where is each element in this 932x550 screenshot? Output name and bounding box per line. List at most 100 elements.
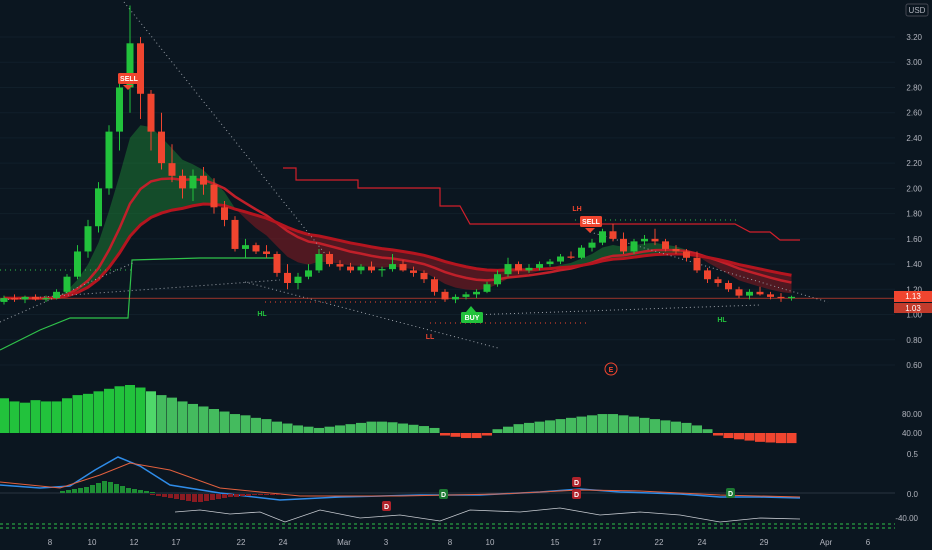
histogram-bar	[83, 393, 93, 433]
osc-bar	[162, 494, 167, 497]
candle-body	[284, 272, 291, 283]
candle-body	[242, 245, 249, 249]
divergence-marker	[439, 489, 448, 499]
osc-bar	[156, 494, 161, 496]
sell-signal-label: SELL	[582, 219, 601, 226]
histogram-bar	[125, 385, 135, 433]
histogram-bar	[681, 422, 692, 433]
candle-body	[588, 242, 596, 248]
candle-body	[200, 175, 207, 185]
candle-body	[557, 256, 564, 262]
price-tick: 0.60	[906, 361, 922, 370]
osc-bar	[228, 494, 233, 497]
histogram-bar	[723, 433, 734, 439]
candle-body	[42, 298, 50, 300]
histogram-bar	[440, 433, 450, 436]
currency-label: USD	[909, 6, 926, 15]
divergence-label: D	[574, 492, 579, 499]
time-axis[interactable]: 8 10 12 17 22 24 Mar 3 8 10 15 17 22 24 29 Apr 6	[48, 538, 871, 547]
ribbon-segment	[340, 240, 351, 266]
candle-body	[63, 276, 71, 292]
divergence-label: D	[384, 504, 389, 511]
sell-signal-bg	[118, 73, 140, 84]
candle-body	[399, 264, 407, 271]
ribbon-segment	[130, 125, 141, 237]
histogram-bar	[324, 426, 335, 433]
candle-body	[305, 270, 312, 277]
candle-body	[536, 264, 543, 268]
candle-body	[158, 131, 165, 164]
divergence-marker	[726, 488, 735, 498]
volume-tick: 40.00	[902, 429, 923, 438]
osc-bar	[174, 494, 179, 499]
histogram-bar	[366, 421, 377, 433]
price-axis[interactable]: 3.20 3.00 2.80 2.60 2.40 2.20 2.00 1.80 1.60 1.40…	[895, 33, 922, 523]
candle-body	[693, 257, 701, 271]
histogram-bar	[62, 398, 72, 433]
osc-bar	[180, 494, 185, 500]
sell-signal-bg	[580, 216, 602, 227]
earnings-marker[interactable]	[604, 362, 618, 376]
divergence-label: D	[574, 480, 579, 487]
histogram-bar	[587, 415, 597, 433]
histogram-bar	[377, 421, 387, 433]
price-tick: 1.80	[906, 210, 922, 219]
candle-body	[672, 248, 680, 252]
ribbon-segment	[182, 159, 193, 209]
histogram-bar	[786, 433, 797, 444]
candle-body	[368, 266, 375, 271]
histogram-bar	[576, 416, 587, 433]
time-tick: 8	[448, 538, 453, 547]
histogram-bar	[503, 426, 513, 433]
time-tick: 3	[384, 538, 389, 547]
candle-body	[95, 188, 102, 227]
candle-body	[11, 298, 18, 300]
candle-body	[347, 266, 354, 271]
osc-bar	[216, 494, 221, 499]
secondary-price-tag	[894, 303, 932, 313]
ema-ribbon	[3, 125, 792, 300]
candle-body	[641, 238, 648, 242]
price-tick: 0.80	[906, 336, 922, 345]
time-tick: 22	[655, 538, 664, 547]
histogram-bar	[461, 433, 471, 439]
trend-line	[589, 231, 829, 303]
osc-bar	[102, 481, 107, 493]
histogram-bar	[230, 414, 240, 433]
candle-body	[483, 284, 491, 292]
candle-body	[210, 184, 218, 208]
ema-line	[3, 177, 792, 300]
price-tick: 1.20	[906, 285, 922, 294]
candle-body	[662, 241, 669, 249]
candle-body	[263, 251, 270, 254]
osc-bar	[126, 488, 131, 493]
histogram-bar	[272, 421, 282, 433]
ribbon-segment	[245, 211, 256, 229]
ribbon-segment	[760, 268, 771, 290]
histogram-bar	[93, 391, 104, 433]
secondary-price-label: 1.03	[905, 304, 921, 313]
support-step-line	[0, 257, 275, 351]
candle-body	[147, 93, 155, 132]
histogram-bar	[387, 422, 398, 433]
osc-bar	[78, 488, 83, 493]
osc-bar	[246, 494, 251, 496]
time-tick: 17	[172, 538, 181, 547]
time-tick: 8	[48, 538, 53, 547]
currency-box[interactable]	[905, 3, 929, 17]
candle-body	[326, 253, 333, 265]
osc-bar	[186, 494, 191, 501]
candle-body	[578, 247, 585, 258]
ribbon-segment	[224, 191, 235, 210]
histogram-bar	[240, 415, 251, 433]
candle-body	[116, 87, 123, 132]
candle-body	[462, 294, 470, 297]
candle-body	[357, 266, 365, 271]
osc-bar	[270, 494, 275, 495]
osc-bar	[144, 491, 149, 493]
candle-body	[609, 231, 617, 239]
candle-body	[378, 269, 386, 271]
osc-bar	[150, 494, 155, 495]
histogram-bar	[356, 422, 366, 433]
